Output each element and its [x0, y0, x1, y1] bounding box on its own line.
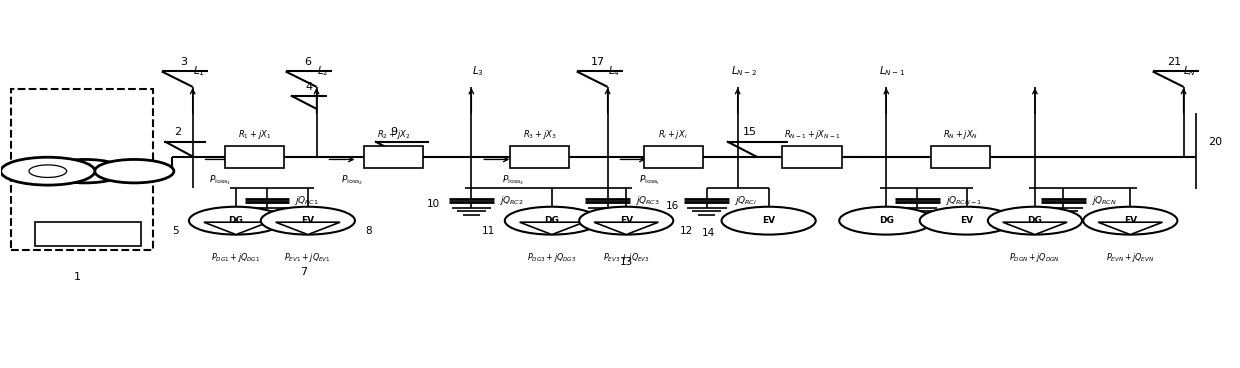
Bar — [510, 145, 569, 167]
Polygon shape — [594, 222, 658, 234]
Text: $P_{\mathrm{loss}_i}$: $P_{\mathrm{loss}_i}$ — [639, 173, 660, 187]
Text: 11: 11 — [481, 226, 495, 236]
Text: $R_3+jX_3$: $R_3+jX_3$ — [523, 128, 557, 141]
Text: 6: 6 — [304, 57, 311, 67]
Text: $R_i+jX_i$: $R_i+jX_i$ — [658, 128, 688, 141]
Text: 12: 12 — [680, 226, 693, 236]
Polygon shape — [203, 222, 268, 234]
Text: $R_1+jX_1$: $R_1+jX_1$ — [238, 128, 272, 141]
Circle shape — [988, 207, 1083, 234]
Text: DG: DG — [544, 216, 559, 225]
Text: $L_1$: $L_1$ — [193, 64, 205, 78]
Circle shape — [94, 159, 174, 183]
Text: 15: 15 — [743, 127, 758, 137]
Text: 16: 16 — [666, 201, 680, 211]
Text: 1: 1 — [74, 272, 81, 282]
Text: 14: 14 — [702, 228, 715, 238]
Polygon shape — [275, 222, 340, 234]
Text: 7: 7 — [300, 267, 308, 277]
Text: 20: 20 — [1208, 137, 1223, 147]
Circle shape — [1084, 207, 1177, 234]
Text: $P_{DG3}+jQ_{DG3}$: $P_{DG3}+jQ_{DG3}$ — [527, 251, 577, 263]
Text: 9: 9 — [389, 127, 397, 137]
Bar — [11, 89, 153, 250]
Text: $jQ_{RCN-1}$: $jQ_{RCN-1}$ — [945, 194, 982, 207]
Text: EV: EV — [301, 216, 315, 225]
Circle shape — [46, 159, 125, 183]
Text: $jQ_{RCN}$: $jQ_{RCN}$ — [1091, 194, 1117, 207]
Text: $L_{N-2}$: $L_{N-2}$ — [730, 64, 756, 78]
Text: $P_{EV1}+jQ_{EV1}$: $P_{EV1}+jQ_{EV1}$ — [284, 251, 331, 263]
Text: 5: 5 — [172, 226, 179, 236]
Text: $jQ_{RC1}$: $jQ_{RC1}$ — [294, 194, 319, 207]
Bar — [363, 145, 423, 167]
Text: 17: 17 — [591, 57, 605, 67]
Text: EV: EV — [1123, 216, 1137, 225]
Text: EV: EV — [960, 216, 973, 225]
Bar — [782, 145, 842, 167]
Circle shape — [722, 207, 816, 234]
Text: $R_{N-1}+jX_{N-1}$: $R_{N-1}+jX_{N-1}$ — [784, 128, 841, 141]
Bar — [931, 145, 991, 167]
Text: $L_2$: $L_2$ — [317, 64, 329, 78]
Text: 21: 21 — [1167, 57, 1182, 67]
Text: 3: 3 — [180, 57, 187, 67]
Text: EV: EV — [620, 216, 632, 225]
Text: $jQ_{RCi}$: $jQ_{RCi}$ — [734, 194, 758, 207]
Circle shape — [505, 207, 599, 234]
Text: 8: 8 — [365, 226, 372, 236]
Text: $P_{DG1}+jQ_{DG1}$: $P_{DG1}+jQ_{DG1}$ — [211, 251, 260, 263]
Text: $P_{EVN}+jQ_{EVN}$: $P_{EVN}+jQ_{EVN}$ — [1106, 251, 1154, 263]
Text: $L_{N-1}$: $L_{N-1}$ — [879, 64, 905, 78]
Polygon shape — [1003, 222, 1068, 234]
Text: 4: 4 — [305, 82, 312, 92]
Circle shape — [839, 207, 934, 234]
Text: DG: DG — [228, 216, 243, 225]
Text: 13: 13 — [620, 257, 632, 267]
Text: $L_4$: $L_4$ — [608, 64, 620, 78]
Text: $P_{\mathrm{loss}_2}$: $P_{\mathrm{loss}_2}$ — [341, 173, 363, 187]
Text: 18: 18 — [965, 226, 978, 236]
Text: $jQ_{RC3}$: $jQ_{RC3}$ — [635, 194, 660, 207]
Text: 2: 2 — [175, 127, 181, 137]
Polygon shape — [1099, 222, 1163, 234]
Polygon shape — [520, 222, 584, 234]
Circle shape — [1, 157, 94, 185]
Bar — [224, 145, 284, 167]
Bar — [36, 223, 140, 246]
Text: $P_{\mathrm{loss}_3}$: $P_{\mathrm{loss}_3}$ — [502, 173, 525, 187]
Text: 10: 10 — [428, 199, 440, 209]
Text: $R_2+jX_2$: $R_2+jX_2$ — [377, 128, 410, 141]
Text: $P_{\mathrm{loss}_1}$: $P_{\mathrm{loss}_1}$ — [208, 173, 231, 187]
Bar — [644, 145, 703, 167]
Text: $L_3$: $L_3$ — [471, 64, 484, 78]
Text: $P_{DGN}+jQ_{DGN}$: $P_{DGN}+jQ_{DGN}$ — [1009, 251, 1060, 263]
Text: $L_N$: $L_N$ — [1183, 64, 1197, 78]
Text: DG: DG — [879, 216, 894, 225]
Circle shape — [920, 207, 1014, 234]
Text: $P_{EV3}+jQ_{EV3}$: $P_{EV3}+jQ_{EV3}$ — [603, 251, 650, 263]
Text: 19: 19 — [1050, 208, 1064, 218]
Circle shape — [188, 207, 283, 234]
Text: $jQ_{RC2}$: $jQ_{RC2}$ — [498, 194, 523, 207]
Circle shape — [260, 207, 355, 234]
Text: DG: DG — [1028, 216, 1043, 225]
Circle shape — [579, 207, 673, 234]
Text: EV: EV — [763, 216, 775, 225]
Text: $R_N+jX_N$: $R_N+jX_N$ — [944, 128, 978, 141]
